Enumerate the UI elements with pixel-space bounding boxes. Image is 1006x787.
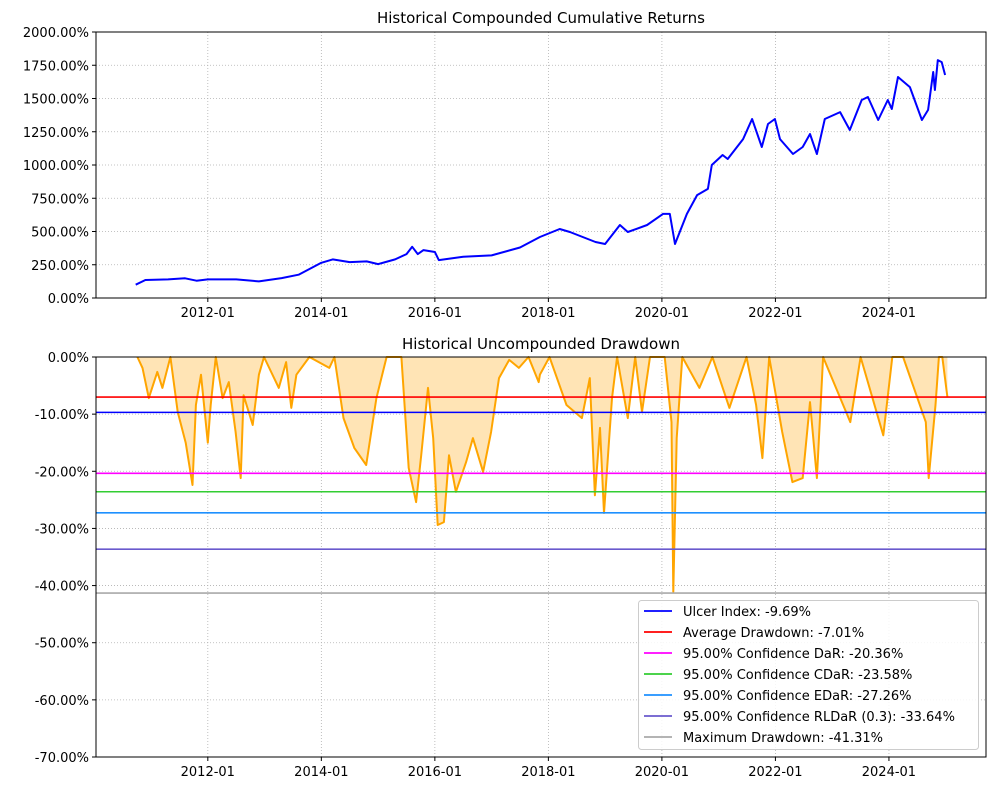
y-tick-label: -10.00% — [35, 408, 89, 423]
x-tick-label: 2018-01 — [521, 765, 575, 780]
axes-frame — [95, 356, 987, 758]
axes-frame — [95, 31, 987, 299]
x-tick-label: 2024-01 — [862, 765, 916, 780]
y-tick-label: 1750.00% — [23, 59, 89, 74]
drawdown-area — [137, 357, 948, 592]
x-tick-label: 2012-01 — [181, 306, 235, 321]
y-tick-label: -20.00% — [35, 465, 89, 480]
y-tick-label: 500.00% — [31, 226, 89, 241]
chart-title: Historical Uncompounded Drawdown — [402, 335, 680, 353]
x-tick-label: 2020-01 — [635, 765, 689, 780]
y-tick-label: 1500.00% — [23, 93, 89, 108]
y-tick-label: -70.00% — [35, 751, 89, 766]
y-tick-label: -60.00% — [35, 694, 89, 709]
x-tick-label: 2014-01 — [294, 306, 348, 321]
y-tick-label: 0.00% — [48, 351, 89, 366]
x-tick-label: 2014-01 — [294, 765, 348, 780]
x-tick-label: 2024-01 — [862, 306, 916, 321]
legend-label: 95.00% Confidence CDaR: -23.58% — [683, 668, 912, 683]
y-tick-label: 1250.00% — [23, 126, 89, 141]
chart-title: Historical Compounded Cumulative Returns — [377, 9, 705, 27]
legend-label: Average Drawdown: -7.01% — [683, 626, 864, 641]
legend-label: Ulcer Index: -9.69% — [683, 605, 811, 620]
cumulative-returns-chart: 2012-01 2014-01 2016-01 2018-01 2020-01 2022-… — [23, 9, 987, 321]
x-tick-label: 2012-01 — [181, 765, 235, 780]
y-tick-label: 750.00% — [31, 192, 89, 207]
x-tick-label: 2020-01 — [635, 306, 689, 321]
y-tick-label: 2000.00% — [23, 26, 89, 41]
x-tick-label: 2016-01 — [408, 765, 462, 780]
x-tick-label: 2016-01 — [408, 306, 462, 321]
legend-box — [638, 600, 979, 750]
y-tick-label: 0.00% — [48, 292, 89, 307]
x-tick-label: 2022-01 — [748, 765, 802, 780]
x-tick-label: 2018-01 — [521, 306, 575, 321]
y-tick-label: -30.00% — [35, 522, 89, 537]
cumulative-returns-line — [135, 59, 947, 286]
x-tick-label: 2022-01 — [748, 306, 802, 321]
y-tick-label: -50.00% — [35, 637, 89, 652]
drawdown-line — [136, 356, 949, 593]
y-tick-label: -40.00% — [35, 580, 89, 595]
y-tick-label: 1000.00% — [23, 159, 89, 174]
legend-label: Maximum Drawdown: -41.31% — [683, 731, 883, 746]
legend: Ulcer Index: -9.69% Average Drawdown: -7.… — [638, 600, 979, 750]
y-tick-label: 250.00% — [31, 259, 89, 274]
legend-label: 95.00% Confidence DaR: -20.36% — [683, 647, 903, 662]
drawdown-chart: 2012-01 2014-01 2016-01 2018-01 2020-01 2022-… — [35, 335, 987, 780]
legend-label: 95.00% Confidence EDaR: -27.26% — [683, 689, 912, 704]
legend-label: 95.00% Confidence RLDaR (0.3): -33.64% — [683, 710, 955, 725]
